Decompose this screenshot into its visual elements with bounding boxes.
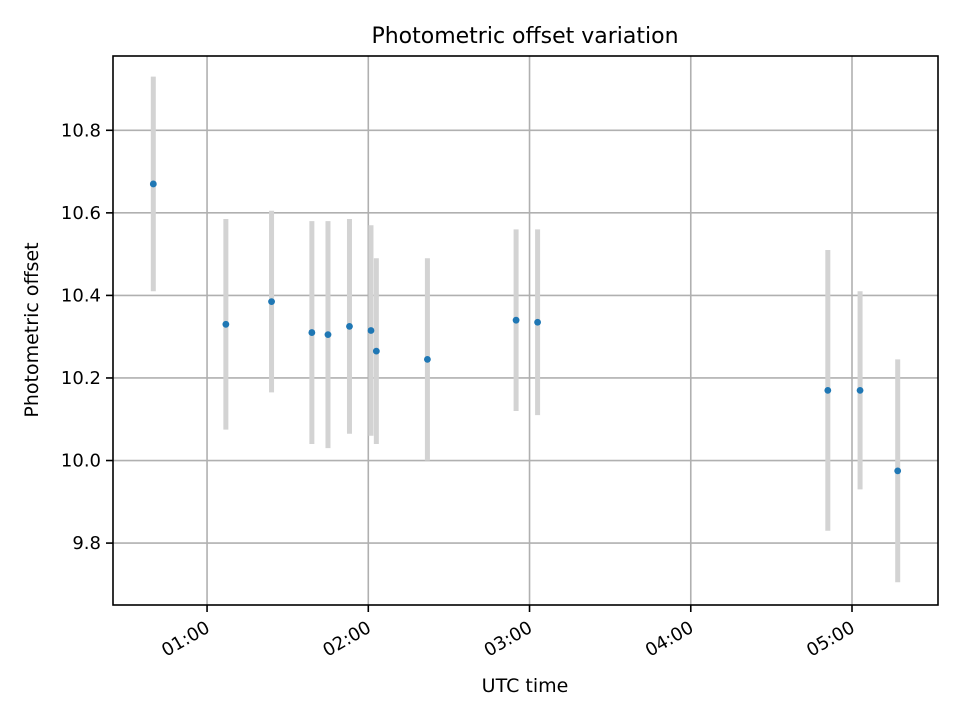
grid-lines (113, 56, 938, 605)
data-point (222, 320, 230, 328)
y-tick-label: 10.8 (61, 120, 101, 141)
data-point (268, 298, 275, 306)
plot-frame (112, 55, 939, 606)
data-point (534, 318, 541, 326)
data-point (512, 316, 520, 324)
data-point (856, 386, 864, 394)
x-tick-label: 03:00 (481, 617, 536, 661)
data-point (324, 331, 332, 339)
chart-title: Photometric offset variation (371, 24, 678, 49)
y-axis-label: Photometric offset (21, 242, 43, 417)
error-bars (150, 76, 901, 583)
x-tick-label: 01:00 (158, 617, 213, 661)
x-tick-label: 02:00 (319, 617, 374, 661)
data-point (346, 322, 353, 330)
data-point (149, 180, 157, 188)
x-tick-label: 04:00 (642, 617, 697, 661)
y-tick-label: 9.8 (72, 533, 101, 554)
x-tick-label: 05:00 (803, 617, 858, 661)
data-point (824, 386, 832, 394)
data-points (149, 180, 902, 475)
data-point (367, 327, 375, 334)
y-tick-label: 10.2 (61, 368, 101, 389)
y-tick-label: 10.4 (61, 285, 101, 306)
axis-ticks: 01:00 02:00 03:00 04:00 05:00 9.8 10.0 10.2 10.4… (61, 120, 859, 661)
x-axis-label: UTC time (482, 675, 569, 697)
data-point (308, 329, 316, 336)
data-point (894, 467, 902, 475)
y-tick-label: 10.0 (61, 451, 101, 472)
data-point (372, 347, 380, 355)
y-tick-label: 10.6 (61, 203, 101, 224)
data-point (424, 355, 431, 363)
